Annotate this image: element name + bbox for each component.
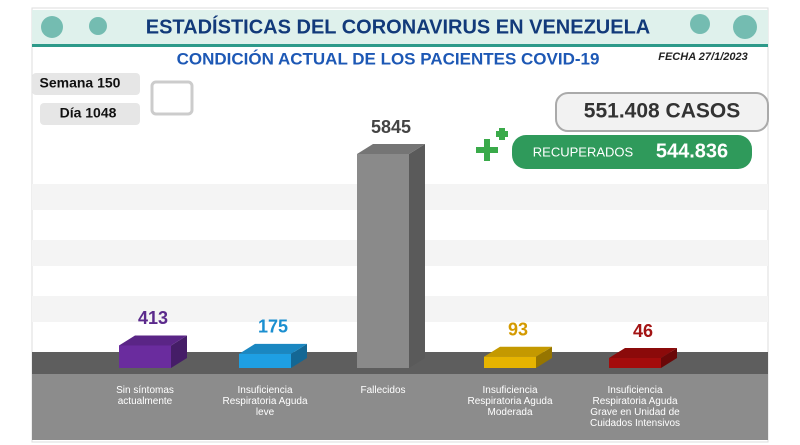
bar-side (661, 348, 677, 368)
bar-side (291, 343, 307, 368)
subtitle: CONDICIÓN ACTUAL DE LOS PACIENTES COVID-… (177, 49, 600, 68)
category-label: Sin síntomas actualmente (116, 385, 174, 407)
bar (609, 348, 677, 368)
value-label: 93 (508, 319, 528, 339)
day: Día 1048 (60, 105, 117, 121)
banner (32, 10, 768, 46)
bar-front (119, 345, 171, 368)
bar-top (357, 144, 425, 154)
bar (484, 346, 552, 368)
week: Semana 150 (40, 75, 121, 91)
recovered-box (512, 135, 752, 169)
virus-icon (690, 14, 710, 34)
bar (357, 144, 425, 368)
bar-front (609, 358, 661, 368)
virus-icon (89, 17, 107, 35)
value-label: 175 (258, 317, 288, 337)
cases-box (555, 92, 769, 132)
bar-top (609, 348, 677, 358)
date: FECHA 27/1/2023 (658, 51, 747, 63)
label-band (32, 374, 768, 440)
week-box (32, 73, 140, 95)
bar-side (409, 144, 425, 368)
day-box (40, 103, 140, 125)
virus-icon (733, 15, 757, 39)
category-label: Insuficiencia Respiratoria Aguda Moderada (467, 385, 552, 418)
value-label: 413 (138, 308, 168, 328)
banner-line (32, 44, 768, 47)
cases: 551.408 CASOS (584, 100, 740, 123)
bar-top (239, 343, 307, 354)
bar-top (119, 335, 187, 346)
bar-side (171, 335, 187, 368)
value-label: 5845 (371, 117, 411, 137)
value-label: 46 (633, 321, 653, 341)
title: ESTADÍSTICAS DEL CORONAVIRUS EN VENEZUEL… (146, 15, 651, 38)
category-label: Insuficiencia Respiratoria Aguda Grave en … (590, 385, 680, 429)
recovered-value: 544.836 (656, 140, 728, 162)
category-label: Fallecidos (360, 385, 405, 396)
bar-front (484, 356, 536, 368)
virus-icon (41, 16, 63, 38)
bar-side (536, 346, 552, 368)
plus-icon (476, 128, 508, 161)
bar-top (484, 346, 552, 357)
bar (119, 335, 187, 368)
calendar-icon (150, 80, 194, 116)
bar-front (357, 154, 409, 368)
category-label: Insuficiencia Respiratoria Aguda leve (222, 385, 307, 418)
bar-front (239, 353, 291, 368)
bar (239, 343, 307, 368)
recovered-label: RECUPERADOS (533, 144, 634, 159)
